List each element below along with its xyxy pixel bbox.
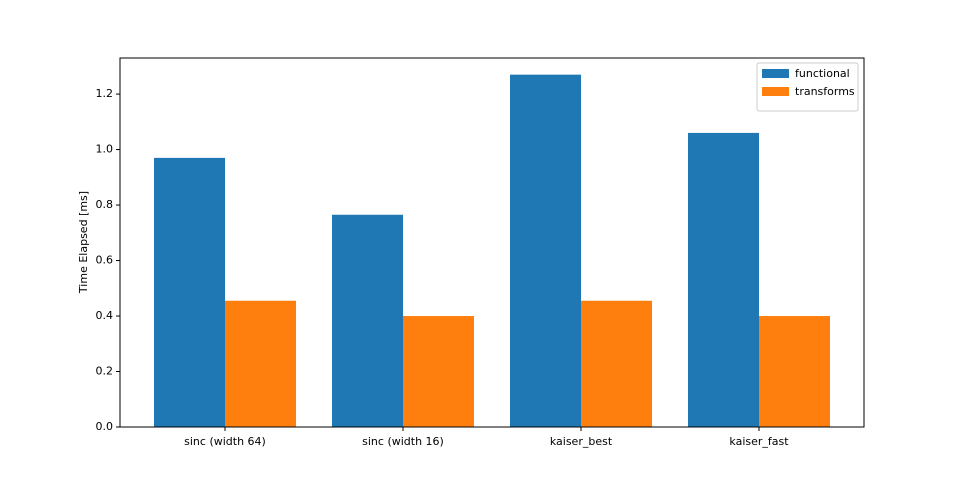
legend-label: functional bbox=[795, 67, 850, 80]
legend-swatch bbox=[762, 69, 789, 78]
y-tick-label: 1.0 bbox=[96, 143, 114, 156]
y-axis-label: Time Elapsed [ms] bbox=[77, 191, 90, 294]
bar bbox=[510, 74, 581, 428]
x-tick-label: kaiser_fast bbox=[729, 435, 789, 448]
x-tick-label: sinc (width 16) bbox=[362, 435, 444, 448]
plot-frame bbox=[119, 57, 865, 428]
x-tick-label: kaiser_best bbox=[550, 435, 613, 448]
bar bbox=[332, 214, 403, 427]
bar bbox=[154, 157, 225, 427]
bar bbox=[225, 300, 296, 427]
y-tick-label: 1.2 bbox=[96, 87, 114, 100]
x-tick-label: sinc (width 64) bbox=[184, 435, 266, 448]
legend-swatch bbox=[762, 87, 789, 96]
y-tick-label: 0.0 bbox=[96, 420, 114, 433]
legend-label: transforms bbox=[795, 85, 855, 98]
bar bbox=[759, 316, 830, 427]
y-tick-label: 0.2 bbox=[96, 365, 114, 378]
y-tick-label: 0.6 bbox=[96, 254, 114, 267]
y-tick-label: 0.8 bbox=[96, 198, 114, 211]
bar bbox=[688, 132, 759, 427]
bar bbox=[403, 316, 474, 427]
y-tick-label: 0.4 bbox=[96, 309, 114, 322]
bar bbox=[581, 300, 652, 427]
